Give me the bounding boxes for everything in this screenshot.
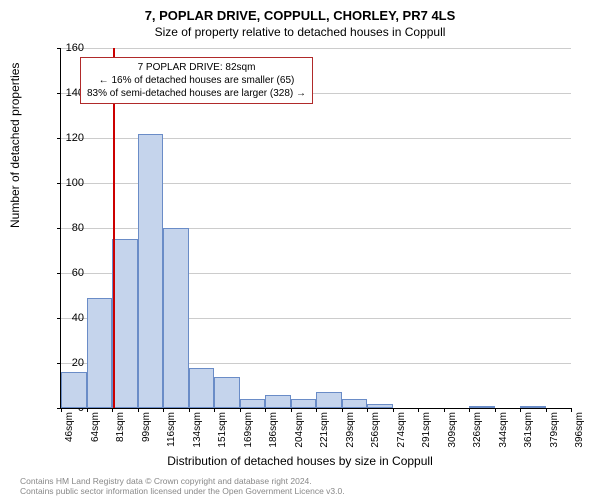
xtick-mark (367, 408, 368, 412)
histogram-bar (189, 368, 215, 409)
histogram-bar (87, 298, 113, 408)
ytick-label: 60 (54, 267, 84, 279)
gridline (61, 48, 571, 49)
xtick-mark (469, 408, 470, 412)
xtick-mark (520, 408, 521, 412)
histogram-bar (112, 239, 138, 408)
ytick-label: 160 (54, 42, 84, 54)
xtick-mark (393, 408, 394, 412)
title-main: 7, POPLAR DRIVE, COPPULL, CHORLEY, PR7 4… (0, 0, 600, 23)
histogram-bar (342, 399, 368, 408)
histogram-bar (316, 392, 342, 408)
xtick-mark (291, 408, 292, 412)
ytick-label: 80 (54, 222, 84, 234)
footer-attribution: Contains HM Land Registry data © Crown c… (20, 476, 345, 496)
ytick-label: 20 (54, 357, 84, 369)
histogram-bar (520, 406, 546, 408)
y-axis-label: Number of detached properties (8, 63, 22, 228)
histogram-bar (61, 372, 87, 408)
info-line1: 7 POPLAR DRIVE: 82sqm (87, 61, 306, 74)
info-line3: 83% of semi-detached houses are larger (… (87, 87, 306, 100)
info-line2: ← 16% of detached houses are smaller (65… (87, 74, 306, 87)
ytick-label: 120 (54, 132, 84, 144)
xtick-mark (444, 408, 445, 412)
xtick-mark (418, 408, 419, 412)
footer-line1: Contains HM Land Registry data © Crown c… (20, 476, 345, 486)
histogram-bar (265, 395, 291, 409)
xtick-mark (316, 408, 317, 412)
xtick-mark (163, 408, 164, 412)
xtick-mark (87, 408, 88, 412)
xtick-mark (546, 408, 547, 412)
xtick-mark (571, 408, 572, 412)
xtick-mark (138, 408, 139, 412)
xtick-mark (112, 408, 113, 412)
histogram-bar (138, 134, 164, 409)
chart-container: 7, POPLAR DRIVE, COPPULL, CHORLEY, PR7 4… (0, 0, 600, 500)
ytick-label: 100 (54, 177, 84, 189)
histogram-bar (291, 399, 317, 408)
xtick-mark (495, 408, 496, 412)
histogram-bar (214, 377, 240, 409)
xtick-mark (214, 408, 215, 412)
histogram-bar (367, 404, 393, 409)
ytick-label: 40 (54, 312, 84, 324)
histogram-bar (469, 406, 495, 408)
histogram-bar (163, 228, 189, 408)
xtick-mark (240, 408, 241, 412)
footer-line2: Contains public sector information licen… (20, 486, 345, 496)
x-axis-label: Distribution of detached houses by size … (0, 454, 600, 468)
xtick-mark (265, 408, 266, 412)
xtick-mark (189, 408, 190, 412)
xtick-mark (342, 408, 343, 412)
histogram-bar (240, 399, 266, 408)
title-sub: Size of property relative to detached ho… (0, 23, 600, 39)
info-annotation-box: 7 POPLAR DRIVE: 82sqm ← 16% of detached … (80, 57, 313, 104)
